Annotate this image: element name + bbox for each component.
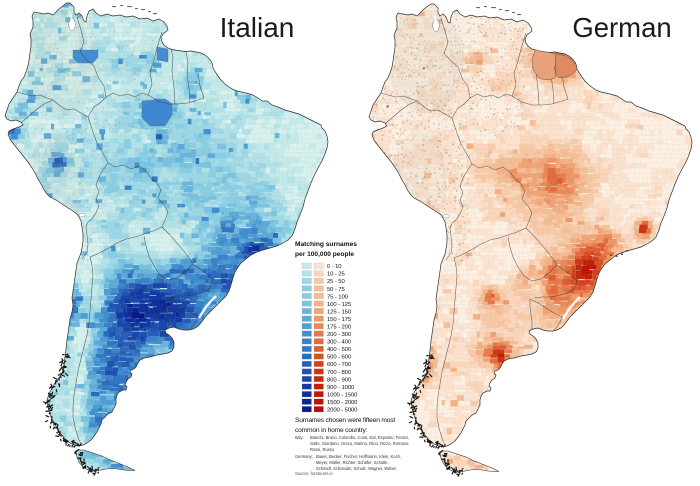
svg-text:common in home country:: common in home country:: [295, 427, 368, 434]
svg-text:2000 - 5000: 2000 - 5000: [327, 408, 358, 414]
svg-text:Source: forebears.io: Source: forebears.io: [295, 471, 333, 476]
svg-text:Italy:: Italy:: [295, 435, 304, 440]
svg-text:150 - 175: 150 - 175: [327, 317, 352, 323]
svg-text:50 - 75: 50 - 75: [327, 287, 345, 293]
svg-text:700 - 800: 700 - 800: [327, 370, 352, 376]
svg-text:75 - 100: 75 - 100: [327, 294, 349, 300]
svg-text:Surnames chosen were fifteen m: Surnames chosen were fifteen most: [295, 417, 395, 424]
svg-text:10 - 25: 10 - 25: [327, 272, 345, 278]
svg-text:100 - 125: 100 - 125: [327, 302, 352, 308]
svg-text:25 - 50: 25 - 50: [327, 279, 345, 285]
svg-text:900 - 1000: 900 - 1000: [327, 385, 355, 391]
svg-text:Bianchi, Bruno, Colombo, Conti: Bianchi, Bruno, Colombo, Conti, Dal, Esp…: [310, 435, 409, 440]
svg-text:300 - 400: 300 - 400: [327, 340, 352, 346]
svg-text:125 - 150: 125 - 150: [327, 309, 352, 315]
svg-text:Rossi, Russo: Rossi, Russo: [310, 447, 335, 452]
svg-text:0 - 10: 0 - 10: [327, 264, 342, 270]
svg-text:500 - 600: 500 - 600: [327, 355, 352, 361]
svg-text:Germany:: Germany:: [295, 454, 313, 459]
svg-text:German: German: [572, 12, 671, 43]
svg-text:Italian: Italian: [220, 12, 295, 43]
svg-text:1500 - 2000: 1500 - 2000: [327, 400, 358, 406]
svg-text:Gallo, Giordano, Greco, Marino: Gallo, Giordano, Greco, Marino, Ricci, R…: [310, 441, 409, 446]
svg-text:Meyer, Müller, Richter, Schäfe: Meyer, Müller, Richter, Schäfer, Schulte…: [316, 460, 389, 465]
svg-text:800 - 900: 800 - 900: [327, 377, 352, 383]
svg-text:175 - 200: 175 - 200: [327, 325, 352, 331]
svg-text:400 - 500: 400 - 500: [327, 347, 352, 353]
svg-text:200 - 300: 200 - 300: [327, 332, 352, 338]
svg-text:Bauer, Becker, Fischer, Hoffma: Bauer, Becker, Fischer, Hoffmann, Klein,…: [316, 454, 401, 459]
svg-text:1000 - 1500: 1000 - 1500: [327, 393, 358, 399]
svg-text:Schmidt, Schneider, Schulz, Wa: Schmidt, Schneider, Schulz, Wagner, Webe…: [316, 466, 397, 471]
svg-text:600 - 700: 600 - 700: [327, 362, 352, 368]
svg-text:Matching surnames: Matching surnames: [295, 241, 357, 248]
svg-text:per 100,000 people: per 100,000 people: [295, 251, 354, 258]
